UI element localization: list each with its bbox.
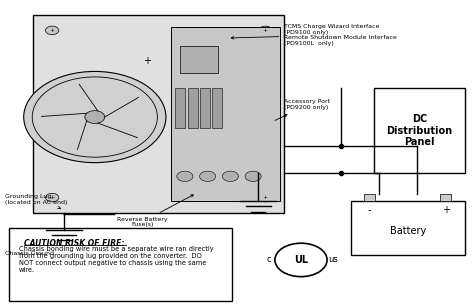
Circle shape	[200, 171, 216, 181]
Text: CAUTION RISK OF FIRE:: CAUTION RISK OF FIRE:	[24, 239, 124, 248]
Circle shape	[222, 171, 238, 181]
Text: us: us	[328, 255, 338, 264]
Text: Grounding Lug
(located on AC end): Grounding Lug (located on AC end)	[5, 194, 67, 209]
FancyBboxPatch shape	[364, 194, 375, 201]
FancyBboxPatch shape	[175, 88, 185, 128]
Circle shape	[259, 193, 272, 202]
Circle shape	[245, 171, 261, 181]
FancyBboxPatch shape	[200, 88, 210, 128]
Text: Chassis bonding wire must be a separate wire ran directly
from the grounding lug: Chassis bonding wire must be a separate …	[19, 246, 214, 273]
Circle shape	[46, 26, 59, 35]
Circle shape	[275, 243, 327, 277]
Circle shape	[46, 193, 59, 202]
Text: Reverse Battery
Fuse(s): Reverse Battery Fuse(s)	[117, 195, 193, 227]
Circle shape	[85, 111, 105, 123]
Circle shape	[177, 171, 193, 181]
Text: +: +	[49, 28, 55, 33]
FancyBboxPatch shape	[212, 88, 222, 128]
Text: UL: UL	[294, 255, 308, 265]
Text: Battery: Battery	[390, 226, 426, 236]
Circle shape	[32, 77, 157, 157]
Text: -: -	[368, 205, 372, 215]
Text: Accessory Port
(PD9200 only): Accessory Port (PD9200 only)	[275, 99, 330, 120]
Text: Chassis Ground: Chassis Ground	[5, 251, 54, 256]
FancyBboxPatch shape	[374, 88, 465, 173]
Text: +: +	[49, 195, 55, 200]
FancyBboxPatch shape	[171, 27, 280, 201]
FancyBboxPatch shape	[9, 228, 232, 301]
Text: +: +	[263, 28, 268, 33]
FancyBboxPatch shape	[33, 15, 284, 213]
Text: c: c	[266, 255, 271, 264]
Text: DC
Distribution
Panel: DC Distribution Panel	[386, 114, 453, 147]
Circle shape	[259, 26, 272, 35]
FancyBboxPatch shape	[188, 88, 198, 128]
Text: TCMS Charge Wizard Interface
(PD9100 only)
Remote Shutdown Module Interface
(PD9: TCMS Charge Wizard Interface (PD9100 onl…	[231, 24, 397, 46]
Text: +: +	[263, 195, 268, 200]
FancyBboxPatch shape	[351, 201, 465, 255]
FancyBboxPatch shape	[440, 194, 451, 201]
Text: +: +	[442, 205, 449, 215]
Circle shape	[24, 71, 166, 163]
Text: +: +	[143, 56, 151, 66]
FancyBboxPatch shape	[180, 46, 218, 73]
